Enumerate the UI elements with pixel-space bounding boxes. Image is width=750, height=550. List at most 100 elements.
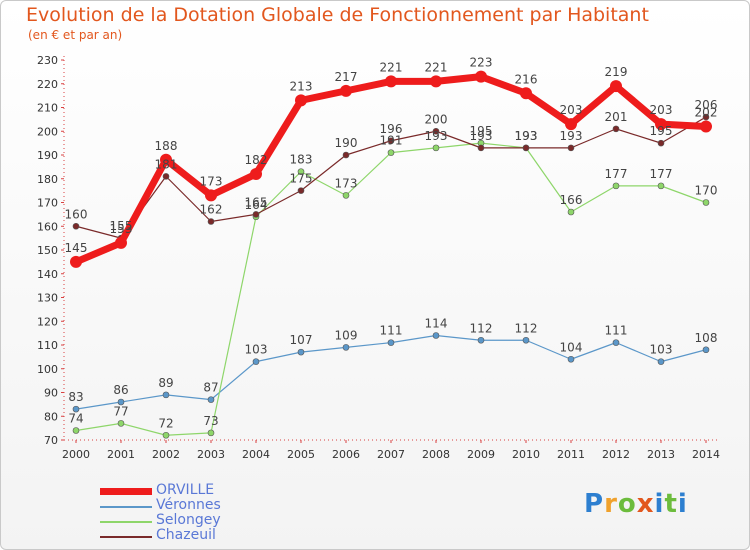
data-label-veronnes: 111 — [380, 324, 403, 338]
data-label-chazeuil: 193 — [515, 129, 538, 143]
data-label-veronnes: 108 — [695, 331, 718, 345]
data-label-orville: 221 — [380, 60, 403, 74]
data-point-chazeuil — [342, 151, 350, 159]
data-label-selongey: 177 — [650, 167, 673, 181]
data-label-chazeuil: 181 — [155, 157, 178, 171]
x-tick-label: 2007 — [377, 448, 405, 461]
proxiti-logo: Proxiti — [584, 489, 688, 519]
data-point-veronnes — [387, 339, 395, 346]
data-point-veronnes — [342, 344, 350, 351]
data-point-veronnes — [612, 339, 620, 346]
data-point-selongey — [162, 431, 170, 439]
data-label-selongey: 173 — [335, 176, 358, 190]
data-point-orville — [115, 236, 127, 249]
x-tick-label: 2006 — [332, 448, 360, 461]
y-tick-label: 160 — [37, 220, 58, 233]
data-point-chazeuil — [387, 137, 395, 145]
data-point-chazeuil — [612, 125, 620, 133]
legend: ORVILLE Véronnes Selongey Chazeuil — [100, 482, 300, 544]
data-point-chazeuil — [567, 144, 575, 152]
data-point-orville — [475, 70, 487, 83]
data-label-orville: 182 — [245, 153, 268, 167]
axes: 7080901001101201301401501601701801902002… — [37, 54, 720, 461]
y-tick-label: 80 — [44, 410, 58, 423]
data-label-veronnes: 112 — [515, 321, 538, 335]
data-label-veronnes: 83 — [68, 390, 83, 404]
series-line-selongey — [75, 142, 707, 436]
x-tick-label: 2012 — [602, 448, 630, 461]
data-label-veronnes: 107 — [290, 333, 313, 347]
x-tick-label: 2000 — [62, 448, 90, 461]
data-point-chazeuil — [702, 113, 710, 121]
data-point-veronnes — [207, 396, 215, 403]
y-tick-label: 180 — [37, 173, 58, 186]
x-tick-label: 2004 — [242, 448, 270, 461]
data-label-chazeuil: 196 — [380, 122, 403, 136]
data-point-selongey — [702, 199, 710, 206]
data-label-selongey: 164 — [245, 198, 268, 212]
y-tick-label: 130 — [37, 292, 58, 305]
data-label-orville: 216 — [515, 72, 538, 86]
data-point-orville — [430, 75, 442, 88]
y-tick-label: 210 — [37, 102, 58, 115]
data-point-orville — [340, 84, 352, 97]
y-tick-label: 230 — [37, 54, 58, 67]
legend-swatch-chazeuil — [100, 536, 152, 538]
data-label-orville: 153 — [110, 222, 133, 236]
legend-label-chazeuil: Chazeuil — [156, 527, 216, 543]
x-tick-label: 2014 — [692, 448, 720, 461]
legend-item-orville: ORVILLE — [100, 482, 300, 499]
legend-item-selongey: Selongey — [100, 512, 300, 529]
data-label-veronnes: 87 — [203, 381, 218, 395]
data-labels: 83 86 89 87 103 107 109 111 114 112 112 104 111 103 10… — [65, 56, 718, 431]
data-point-chazeuil — [432, 127, 440, 135]
data-label-selongey: 73 — [203, 414, 218, 428]
data-point-orville — [385, 75, 397, 88]
data-point-selongey — [342, 192, 350, 199]
data-point-orville — [205, 189, 217, 202]
data-point-chazeuil — [297, 187, 305, 194]
legend-label-selongey: Selongey — [156, 512, 221, 528]
data-point-chazeuil — [522, 144, 530, 152]
data-point-orville — [295, 94, 307, 107]
data-label-selongey: 183 — [290, 153, 313, 167]
y-tick-label: 220 — [37, 78, 58, 91]
data-label-chazeuil: 190 — [335, 136, 358, 150]
x-tick-label: 2002 — [152, 448, 180, 461]
data-label-selongey: 166 — [560, 193, 583, 207]
data-point-selongey — [72, 427, 80, 434]
data-label-veronnes: 104 — [560, 340, 583, 354]
data-label-veronnes: 111 — [605, 324, 628, 338]
data-point-veronnes — [657, 358, 665, 365]
data-label-veronnes: 109 — [335, 328, 358, 342]
series-line-veronnes — [75, 334, 707, 410]
data-point-selongey — [432, 144, 440, 152]
data-point-selongey — [117, 420, 125, 427]
data-label-selongey: 193 — [515, 129, 538, 143]
data-label-selongey: 177 — [605, 167, 628, 181]
legend-swatch-veronnes — [100, 506, 152, 508]
data-point-chazeuil — [162, 173, 170, 180]
data-point-orville — [520, 87, 532, 100]
data-label-veronnes: 103 — [650, 343, 673, 357]
data-point-chazeuil — [252, 211, 260, 218]
data-label-selongey: 191 — [380, 134, 403, 148]
y-tick-label: 190 — [37, 149, 58, 162]
legend-item-veronnes: Véronnes — [100, 497, 300, 514]
data-point-selongey — [567, 208, 575, 216]
data-point-veronnes — [72, 405, 80, 413]
data-point-orville — [655, 118, 667, 131]
data-label-selongey: 195 — [470, 124, 493, 138]
x-tick-label: 2001 — [107, 448, 135, 461]
data-label-selongey: 170 — [695, 184, 718, 198]
series-selongey — [72, 139, 710, 439]
chart-title: Evolution de la Dotation Globale de Fonc… — [26, 4, 649, 26]
data-point-orville — [250, 168, 262, 180]
data-label-orville: 217 — [335, 70, 358, 84]
y-tick-label: 200 — [37, 125, 58, 138]
series-veronnes — [72, 332, 710, 413]
data-label-chazeuil: 200 — [425, 112, 448, 126]
legend-item-chazeuil: Chazeuil — [100, 527, 300, 544]
data-label-veronnes: 86 — [113, 383, 128, 397]
data-label-chazeuil: 155 — [110, 219, 133, 233]
